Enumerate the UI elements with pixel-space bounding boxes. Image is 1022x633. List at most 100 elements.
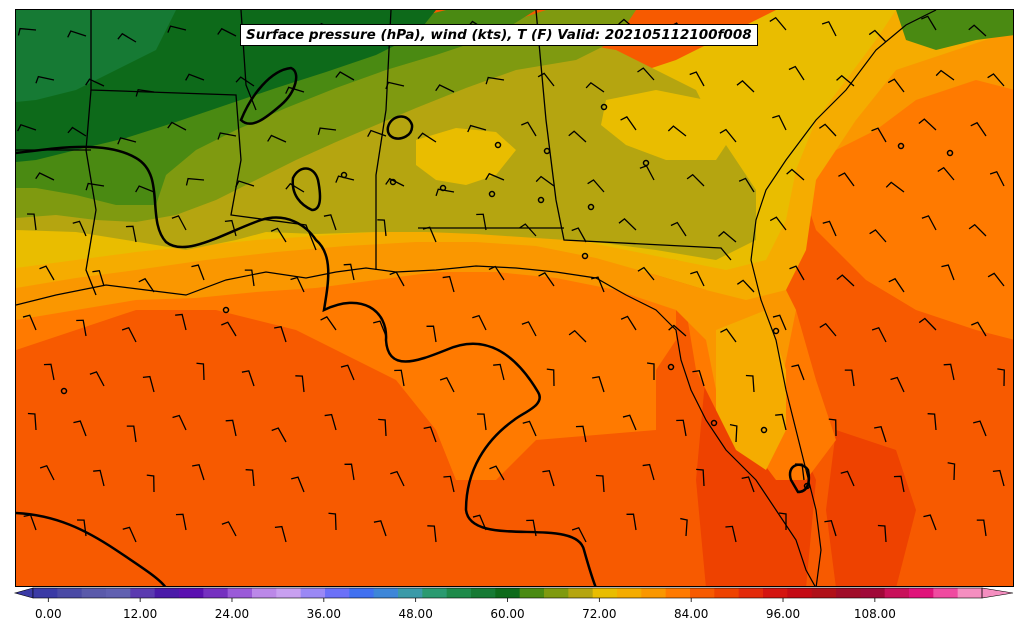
wind-barb: [138, 277, 155, 293]
colorbar-swatch: [836, 588, 861, 598]
colorbar-swatch: [325, 588, 350, 598]
wind-barb: [335, 175, 355, 183]
wind-barb: [85, 182, 105, 191]
wind-barb: [77, 519, 87, 537]
wind-barb: [970, 121, 987, 137]
wind-barb: [146, 474, 155, 493]
wind-barb: [620, 315, 637, 331]
wind-barb: [836, 74, 855, 87]
colorbar-swatches: [13, 587, 1014, 599]
wind-barb: [720, 328, 737, 343]
wind-barb: [971, 321, 987, 337]
wind-barb: [821, 20, 837, 37]
wind-barb: [17, 27, 37, 36]
colorbar-tick-label: 48.00: [398, 607, 432, 621]
wind-barb: [828, 418, 837, 437]
isobars: [16, 66, 811, 586]
colorbar-tick-label: 72.00: [582, 607, 616, 621]
wind-barb: [725, 525, 737, 543]
colorbar-swatch: [471, 588, 496, 598]
wind-barb: [921, 215, 937, 231]
wind-barb: [485, 76, 505, 85]
wind-barb: [836, 274, 855, 287]
colorbar: 0.00 12.00 24.00 36.00 48.00 60.00 72.00 84.00 9…: [13, 587, 1014, 621]
wind-barb: [385, 177, 405, 187]
wind-barb: [35, 75, 55, 84]
wind-barb: [935, 69, 955, 81]
wind-barb: [367, 129, 387, 138]
wind-barb: [587, 179, 605, 193]
wind-barb: [719, 128, 737, 143]
wind-barbs: [17, 15, 1005, 543]
wind-barb: [686, 173, 705, 187]
wind-barb: [639, 165, 655, 181]
wind-barb: [788, 65, 805, 81]
wind-barb: [235, 180, 255, 188]
wind-barb: [745, 374, 755, 393]
wind-barb: [941, 264, 955, 281]
wind-barb: [667, 125, 687, 137]
wind-barb: [324, 413, 337, 431]
wind-barb: [485, 172, 505, 181]
colorbar-extend-high: [981, 587, 1014, 599]
wind-barb: [568, 130, 587, 143]
wind-barb: [840, 470, 855, 487]
wind-barb: [217, 132, 237, 140]
colorbar-swatch: [422, 588, 448, 598]
wind-barb: [736, 80, 755, 93]
temperature-field-cool-core: [16, 10, 176, 102]
wind-barb: [519, 223, 537, 237]
wind-barb: [191, 264, 205, 281]
wind-barb: [987, 73, 1005, 87]
wind-barb: [488, 265, 505, 281]
colorbar-swatch: [909, 588, 934, 598]
wind-barb: [989, 170, 1005, 187]
wind-barb: [73, 420, 87, 437]
wind-barb: [245, 469, 255, 487]
wind-barb: [871, 127, 887, 143]
wind-barb: [39, 265, 55, 281]
wind-barb: [575, 425, 587, 443]
colorbar-swatch: [154, 588, 180, 598]
colorbar-tick-label: 60.00: [490, 607, 524, 621]
wind-barb: [646, 362, 655, 380]
colorbar-swatch: [787, 588, 813, 598]
wind-barb: [741, 476, 755, 493]
wind-barb: [521, 121, 537, 137]
temperature-field-78-patch-ga: [601, 90, 736, 160]
colorbar-swatch: [276, 588, 302, 598]
temperature-field-69: [16, 10, 536, 205]
wind-barb: [976, 519, 987, 537]
colorbar-swatch: [860, 588, 886, 598]
wind-barb: [340, 364, 355, 381]
wind-barb: [987, 272, 1005, 287]
colorbar-swatch: [252, 588, 277, 598]
wind-barb: [887, 78, 905, 93]
wind-barb: [890, 376, 905, 393]
wind-barb: [235, 76, 255, 87]
wind-barb: [344, 463, 355, 481]
colorbar-swatch: [714, 588, 740, 598]
wind-barb: [27, 213, 37, 231]
wind-barb: [385, 81, 405, 90]
wind-barb: [772, 114, 787, 131]
wind-barb: [696, 468, 705, 487]
wind-barb: [221, 521, 237, 537]
colorbar-tick-label: 36.00: [307, 607, 341, 621]
wind-barb: [789, 265, 805, 281]
wind-barb: [736, 279, 755, 293]
wind-barb: [389, 271, 405, 287]
wind-barb: [171, 215, 187, 231]
wind-barb: [542, 469, 555, 487]
wind-barb: [295, 375, 305, 393]
colorbar-swatch: [373, 588, 399, 598]
wind-barb: [670, 221, 687, 237]
wind-barb: [72, 220, 87, 237]
wind-barb: [121, 326, 137, 343]
colorbar-swatch: [179, 588, 204, 598]
wind-barb: [290, 276, 305, 293]
colorbar-swatch: [227, 588, 253, 598]
wind-barb: [225, 419, 237, 437]
wind-barb: [921, 15, 937, 31]
wind-barb: [435, 84, 455, 93]
